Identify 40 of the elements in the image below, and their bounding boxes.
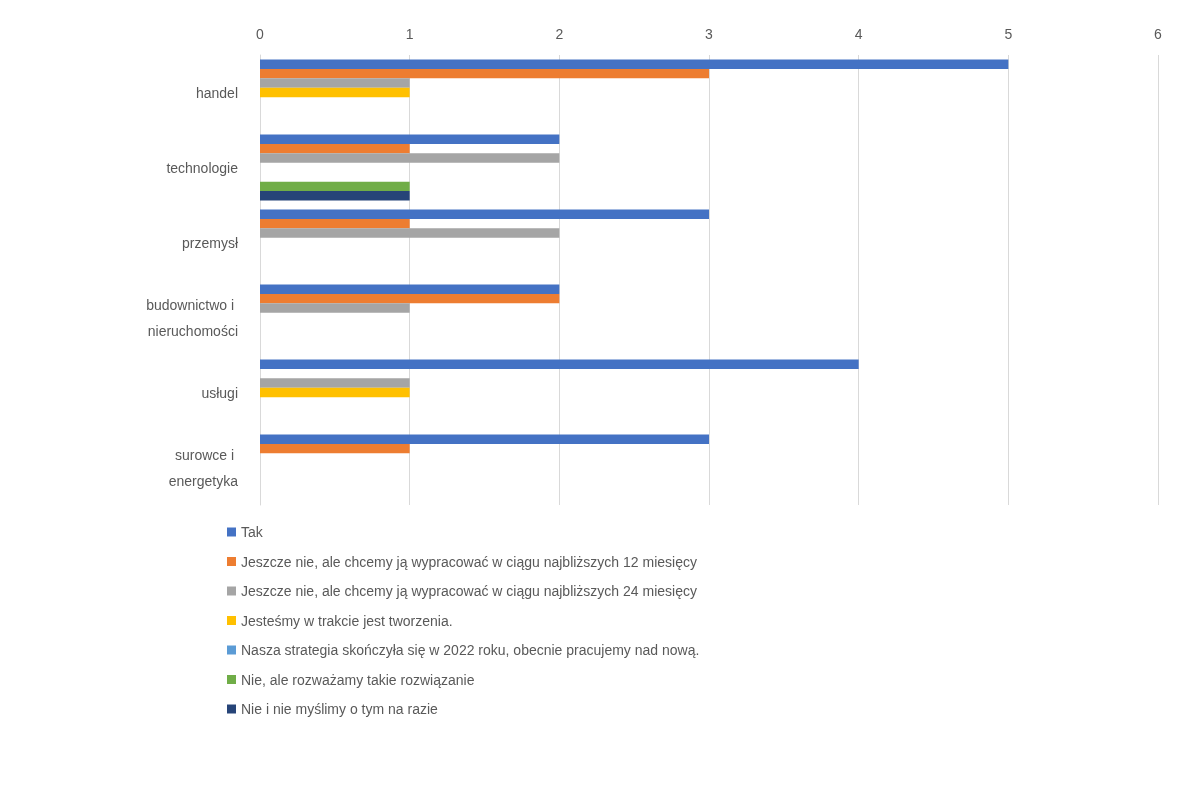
bar (260, 134, 560, 144)
bar (260, 87, 410, 98)
x-tick-label: 4 (854, 26, 863, 42)
legend-label: Jesteśmy w trakcie jest tworzenia. (241, 612, 453, 629)
y-tick-label: handel (195, 84, 238, 101)
bar (260, 228, 560, 238)
bar (260, 143, 410, 154)
bar (260, 387, 410, 398)
x-tick-label: 1 (405, 26, 414, 42)
x-tick-label: 0 (256, 26, 265, 42)
bar (260, 181, 410, 192)
bar (260, 359, 859, 369)
bar (260, 78, 410, 88)
bar (260, 191, 410, 201)
bar (260, 434, 709, 444)
bar (260, 303, 410, 313)
legend-label: Nasza strategia skończyła się w 2022 roku, obecnie pracujemy nad nową. (241, 642, 700, 658)
bar (260, 59, 1009, 69)
bar (260, 378, 410, 388)
legend-label: Jeszcze nie, ale chcemy ją wypracować w ciągu najbliższych 24 miesięcy (241, 583, 697, 599)
bar (260, 293, 560, 304)
bar (260, 284, 560, 294)
legend-label: Nie i nie myślimy o tym na razie (241, 701, 439, 717)
bar (260, 218, 410, 229)
y-tick-label: usługi (201, 384, 238, 401)
y-tick-label: przemysł (181, 234, 239, 251)
legend-label: Jeszcze nie, ale chcemy ją wypracować w ciągu najbliższych 12 miesięcy (241, 553, 697, 570)
legend-label: Tak (241, 524, 264, 540)
x-tick-label: 5 (1004, 26, 1013, 42)
x-tick-label: 2 (555, 26, 564, 42)
x-tick-label: 3 (705, 26, 714, 42)
bar (260, 153, 560, 163)
y-tick-label: budownictwo i nieruchomości (146, 296, 238, 339)
bar (260, 209, 709, 219)
bar (260, 68, 709, 79)
bar (260, 443, 410, 454)
y-tick-label: surowce i energetyka (168, 446, 239, 489)
x-tick-label: 6 (1154, 26, 1163, 42)
legend-label: Nie, ale rozważamy takie rozwiązanie (241, 671, 475, 688)
y-tick-label: technologie (166, 159, 239, 176)
